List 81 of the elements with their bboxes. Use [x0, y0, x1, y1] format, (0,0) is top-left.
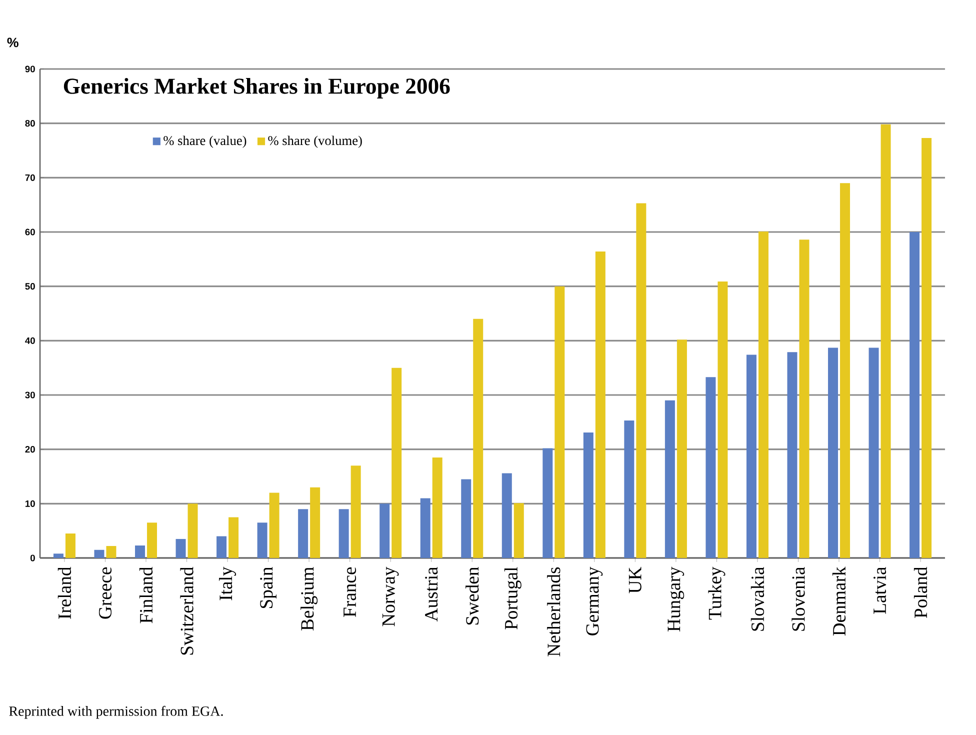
bar — [338, 509, 349, 558]
bar — [473, 318, 484, 558]
bar — [228, 517, 239, 558]
bar — [502, 473, 512, 558]
legend-label: % share (value) — [164, 136, 246, 148]
bar — [746, 354, 756, 558]
bar — [636, 203, 646, 558]
bar — [583, 432, 594, 558]
bar — [664, 400, 675, 558]
bar — [392, 368, 402, 558]
bar — [146, 522, 157, 558]
legend-label: % share (volume) — [268, 136, 362, 148]
bar — [380, 504, 390, 558]
bar — [554, 286, 565, 558]
x-tick-label: Sweden — [466, 566, 479, 625]
bar — [758, 231, 768, 558]
x-tick-label: Germany — [586, 566, 603, 636]
bar — [432, 457, 442, 558]
bar — [106, 546, 116, 558]
bar — [94, 550, 104, 558]
bar — [216, 536, 227, 558]
x-tick-label: Greece — [98, 567, 112, 619]
bar — [868, 348, 879, 558]
bar — [269, 492, 280, 558]
bar — [350, 466, 361, 558]
x-tick-label: Poland — [914, 566, 928, 618]
x-tick-label: Spain — [260, 566, 276, 608]
y-tick-label: 60 — [25, 228, 35, 236]
bar — [676, 340, 687, 558]
y-tick-label: 20 — [25, 446, 35, 453]
bar — [624, 420, 634, 558]
x-tick-label: Ireland — [58, 566, 72, 619]
y-tick-label: 90 — [25, 66, 35, 72]
x-tick-label: Slovakia — [750, 566, 764, 631]
bar — [542, 448, 553, 558]
text: Reprinted with permission from EGA. — [9, 706, 223, 719]
bar — [176, 538, 186, 558]
y-tick-label: 0 — [30, 554, 35, 562]
bar — [298, 509, 308, 558]
x-tick-label: Hungary — [668, 566, 684, 632]
bar — [922, 138, 932, 558]
y-tick-label: 50 — [25, 283, 35, 290]
x-tick-label: Netherlands — [547, 567, 560, 656]
x-tick-label: Latvia — [874, 566, 886, 614]
bar — [880, 124, 891, 558]
bar — [135, 545, 145, 558]
y-tick-label: 70 — [25, 174, 35, 181]
chart-title: Generics Market Shares in Europe 2006 — [64, 78, 450, 98]
bar — [420, 498, 430, 558]
x-tick-label: Belgium — [300, 566, 318, 630]
x-tick-label: Norway — [382, 566, 399, 626]
x-tick-label: France — [344, 567, 356, 617]
x-tick-label: Switzerland — [180, 566, 194, 655]
bar — [257, 522, 268, 558]
bar — [706, 377, 716, 558]
y-tick-label: 30 — [25, 392, 35, 398]
x-tick-label: Italy — [219, 566, 236, 600]
bar — [910, 232, 920, 558]
bar — [53, 554, 64, 558]
bar — [461, 479, 472, 558]
bar — [840, 183, 850, 558]
bar — [310, 487, 320, 558]
y-axis-title: % — [7, 38, 18, 48]
bar — [595, 252, 606, 558]
bar — [188, 504, 198, 558]
y-tick-label: 40 — [25, 337, 35, 344]
x-tick-label: Finland — [139, 566, 153, 624]
bar — [65, 534, 76, 558]
bar — [718, 281, 728, 558]
x-tick-label: Denmark — [832, 566, 846, 636]
bar — [787, 352, 798, 558]
x-tick-label: UK — [628, 566, 642, 594]
bar — [514, 503, 524, 558]
x-tick-label: Slovenia — [792, 566, 805, 631]
x-tick-label: Austria — [425, 566, 438, 622]
x-tick-label: Portugal — [504, 567, 522, 630]
bar — [799, 240, 810, 558]
x-tick-label: Turkey — [708, 566, 726, 620]
y-tick-label: 80 — [25, 120, 35, 127]
y-tick-label: 10 — [26, 500, 35, 507]
bar — [828, 348, 838, 558]
